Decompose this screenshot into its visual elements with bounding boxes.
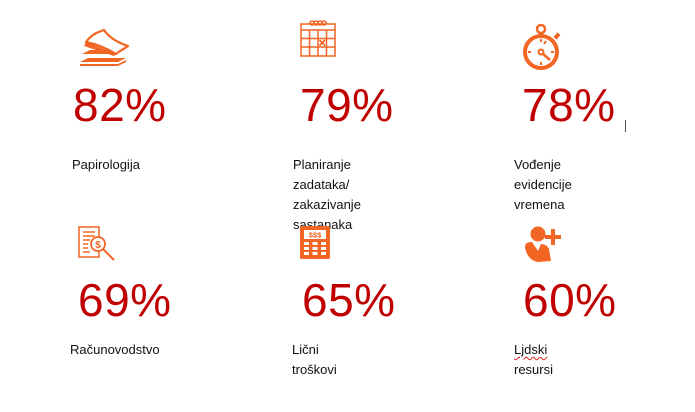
misspelled-word[interactable]: Ljdski (514, 342, 548, 357)
add-user-icon (525, 226, 561, 262)
svg-text:$: $ (95, 240, 101, 251)
calendar-icon (300, 20, 336, 57)
document-dollar-search-icon: $ (78, 226, 115, 261)
stat-label: Papirologija (72, 157, 140, 172)
paper-stack-icon (80, 28, 130, 66)
stat-percent: 78% (522, 79, 616, 131)
stat-label: Računovodstvo (70, 342, 160, 357)
svg-text:$$$: $$$ (309, 231, 322, 240)
text-cursor (625, 120, 626, 132)
stat-percent: 65% (302, 274, 396, 326)
stat-label: Ljdski resursi (514, 340, 553, 380)
stat-percent: 60% (523, 274, 617, 326)
calculator-icon: $$$ (300, 226, 330, 259)
stat-label: Planiranje zadataka/ zakazivanje sastana… (293, 157, 361, 232)
stat-percent: 69% (78, 274, 172, 326)
stat-label: Vođenje evidencije vremena (514, 157, 572, 212)
stopwatch-icon (523, 23, 561, 70)
stat-percent: 82% (73, 79, 167, 131)
stat-label: Lični troškovi (292, 342, 337, 377)
label-rest: resursi (514, 362, 554, 377)
stat-percent: 79% (300, 79, 394, 131)
